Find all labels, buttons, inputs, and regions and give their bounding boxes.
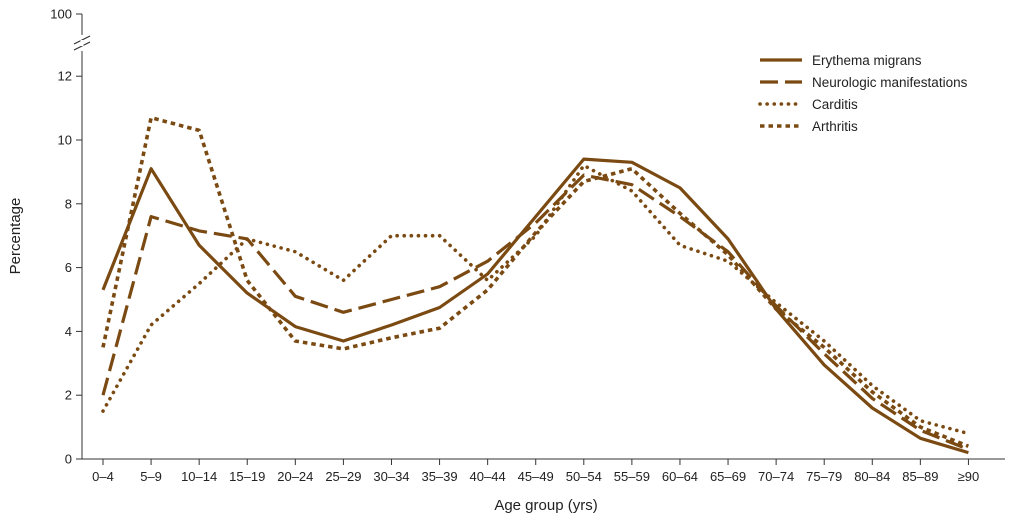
x-tick-label: 30–34: [373, 469, 409, 484]
x-tick-label: 20–24: [277, 469, 313, 484]
axes: 100 0 2 4 6 8 10 12 0–4 5–9 10–14 15–19 20–24 25–29 30…: [50, 7, 1005, 484]
y-axis-title: Percentage: [7, 198, 24, 275]
series-lines: [101, 115, 971, 455]
x-axis-title: Age group (yrs): [494, 497, 597, 514]
x-tick-label: 5–9: [140, 469, 162, 484]
x-tick-label: 70–74: [758, 469, 794, 484]
x-tick-label: 65–69: [710, 469, 746, 484]
x-tick-label: 55–59: [614, 469, 650, 484]
legend-label: Carditis: [812, 97, 858, 112]
y-tick-label: 0: [65, 452, 72, 467]
y-tick-label: 10: [58, 133, 72, 148]
x-tick-label: ≥90: [958, 469, 980, 484]
x-tick-label: 80–84: [854, 469, 890, 484]
x-tick-label: 0–4: [92, 469, 114, 484]
legend-label: Neurologic manifestations: [812, 75, 968, 90]
y-tick-label: 12: [58, 69, 72, 84]
y-tick-label: 8: [65, 196, 72, 211]
x-tick-label: 45–49: [518, 469, 554, 484]
x-tick-label: 35–39: [421, 469, 457, 484]
x-tick-label: 15–19: [229, 469, 265, 484]
x-tick-label: 75–79: [806, 469, 842, 484]
y-tick-label: 6: [65, 260, 72, 275]
x-tick-label: 10–14: [181, 469, 217, 484]
y-tick-label: 100: [50, 7, 72, 22]
x-tick-label: 25–29: [325, 469, 361, 484]
legend-label: Erythema migrans: [812, 53, 922, 68]
y-tick-label: 4: [65, 324, 72, 339]
x-tick-label: 50–54: [566, 469, 602, 484]
series-line-erythema-migrans: [101, 157, 969, 455]
y-tick-label: 2: [65, 388, 72, 403]
legend: Erythema migrans Neurologic manifestation…: [758, 53, 968, 134]
x-tick-label: 85–89: [902, 469, 938, 484]
legend-label: Arthritis: [812, 119, 858, 134]
x-tick-label: 40–44: [470, 469, 506, 484]
x-tick-label: 60–64: [662, 469, 698, 484]
series-line-carditis: [101, 163, 971, 436]
series-line-arthritis: [101, 115, 970, 448]
